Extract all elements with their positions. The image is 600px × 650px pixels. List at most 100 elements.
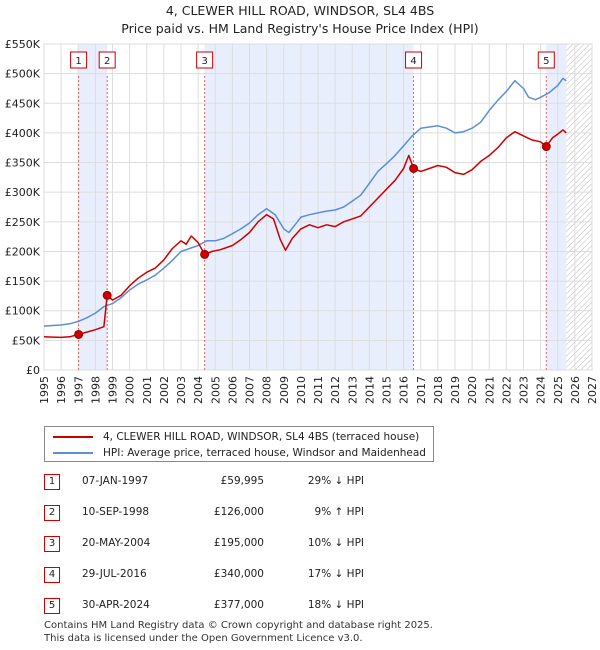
x-tick-label: 2017 (415, 376, 428, 404)
sale-date: 10-SEP-1998 (82, 506, 150, 518)
x-tick-label: 2018 (432, 376, 445, 404)
sale-label: 4 (410, 56, 416, 67)
x-tick-label: 1997 (72, 376, 85, 404)
sale-label-box (98, 51, 116, 69)
sale-price: £59,995 (220, 475, 264, 487)
x-tick-label: 1996 (55, 376, 68, 404)
sale-number: 5 (44, 598, 60, 614)
y-tick-label: £200K (5, 245, 41, 258)
forecast-hatch (566, 44, 592, 370)
x-tick-label: 2020 (466, 376, 479, 404)
sale-price: £340,000 (213, 568, 264, 580)
x-tick-label: 2025 (552, 376, 565, 404)
shaded-period (546, 44, 567, 370)
sale-point (74, 329, 84, 339)
x-tick-label: 2022 (500, 376, 513, 404)
y-tick-label: £50K (12, 334, 41, 347)
sale-point (200, 249, 210, 259)
shaded-period (78, 44, 108, 370)
x-tick-label: 2008 (261, 376, 274, 404)
y-tick-label: £450K (5, 97, 41, 110)
x-tick-label: 2019 (449, 376, 462, 404)
sale-date: 20-MAY-2004 (82, 537, 151, 549)
y-tick-label: £400K (5, 127, 41, 140)
x-tick-label: 2000 (124, 376, 137, 404)
legend-swatch-property (53, 435, 93, 438)
sale-hpi-diff: 29% ↓ HPI (307, 475, 364, 487)
table-row: 4 29-JUL-2016 £340,000 17% ↓ HPI (44, 567, 384, 583)
y-tick-label: £350K (5, 157, 41, 170)
sale-price: £126,000 (213, 506, 264, 518)
x-tick-label: 2021 (483, 376, 496, 404)
sale-date: 29-JUL-2016 (82, 568, 147, 580)
sale-hpi-diff: 17% ↓ HPI (307, 568, 364, 580)
y-tick-label: £550K (5, 38, 41, 51)
sale-label: 1 (75, 56, 81, 67)
sale-hpi-diff: 10% ↓ HPI (307, 537, 364, 549)
x-tick-label: 2006 (226, 376, 239, 404)
x-tick-label: 2002 (158, 376, 171, 404)
legend-swatch-hpi (53, 451, 93, 454)
sale-hpi-diff: 9% ↑ HPI (314, 506, 364, 518)
sale-date: 07-JAN-1997 (82, 475, 149, 487)
x-tick-label: 2014 (363, 376, 376, 404)
chart-subtitle: Price paid vs. HM Land Registry's House … (121, 21, 479, 36)
sale-number: 4 (44, 567, 60, 583)
sale-point (541, 142, 551, 152)
table-row: 2 10-SEP-1998 £126,000 9% ↑ HPI (44, 505, 384, 521)
sale-price: £377,000 (213, 599, 264, 611)
sale-number: 1 (44, 474, 60, 490)
x-tick-label: 2004 (192, 376, 205, 404)
table-row: 5 30-APR-2024 £377,000 18% ↓ HPI (44, 598, 384, 614)
sale-point (409, 163, 419, 173)
y-tick-label: £150K (5, 275, 41, 288)
chart-title: 4, CLEWER HILL ROAD, WINDSOR, SL4 4BS (165, 3, 435, 18)
x-tick-label: 2011 (312, 376, 325, 404)
sale-label: 3 (201, 56, 207, 67)
x-tick-label: 2016 (398, 376, 411, 404)
legend-label-hpi: HPI: Average price, terraced house, Wind… (103, 446, 426, 459)
sale-label-box (537, 51, 555, 69)
y-tick-label: £500K (5, 68, 41, 81)
x-tick-label: 2023 (518, 376, 531, 404)
sale-label-box (405, 51, 423, 69)
x-tick-label: 2003 (175, 376, 188, 404)
x-tick-label: 2012 (329, 376, 342, 404)
legend-label-property: 4, CLEWER HILL ROAD, WINDSOR, SL4 4BS (t… (103, 430, 420, 443)
x-tick-label: 2024 (535, 376, 548, 404)
sale-label: 5 (543, 56, 549, 67)
x-tick-label: 1995 (38, 376, 51, 404)
sale-price: £195,000 (213, 537, 264, 549)
footer-copyright: Contains HM Land Registry data © Crown c… (44, 620, 433, 631)
y-tick-label: £250K (5, 216, 41, 229)
x-tick-label: 2001 (141, 376, 154, 404)
x-tick-label: 2015 (381, 376, 394, 404)
property-price-line (43, 129, 567, 339)
y-tick-label: £100K (5, 305, 41, 318)
x-tick-label: 2010 (295, 376, 308, 404)
y-tick-label: £300K (5, 186, 41, 199)
sale-label: 2 (104, 56, 110, 67)
x-tick-label: 2007 (244, 376, 257, 404)
x-tick-label: 2005 (209, 376, 222, 404)
table-row: 3 20-MAY-2004 £195,000 10% ↓ HPI (44, 536, 384, 552)
sale-label-box (70, 51, 88, 69)
y-tick-label: £0 (26, 364, 40, 377)
shaded-period (204, 44, 414, 370)
hpi-line (43, 77, 567, 327)
legend: 4, CLEWER HILL ROAD, WINDSOR, SL4 4BS (t… (44, 426, 434, 462)
sale-number: 2 (44, 505, 60, 521)
sale-label-box (196, 51, 214, 69)
x-tick-label: 2026 (569, 376, 582, 404)
x-tick-label: 2009 (278, 376, 291, 404)
footer-license: This data is licensed under the Open Gov… (44, 633, 363, 644)
x-tick-label: 2027 (586, 376, 599, 404)
price-chart: £0 £50K £100K £150K £200K £250K £300K £350K £400… (5, 38, 599, 404)
legend-item-hpi: HPI: Average price, terraced house, Wind… (53, 445, 426, 460)
sale-hpi-diff: 18% ↓ HPI (307, 599, 364, 611)
sale-number: 3 (44, 536, 60, 552)
legend-item-property: 4, CLEWER HILL ROAD, WINDSOR, SL4 4BS (t… (53, 429, 419, 444)
sale-date: 30-APR-2024 (82, 599, 150, 611)
table-row: 1 07-JAN-1997 £59,995 29% ↓ HPI (44, 474, 384, 490)
x-tick-label: 1998 (89, 376, 102, 404)
